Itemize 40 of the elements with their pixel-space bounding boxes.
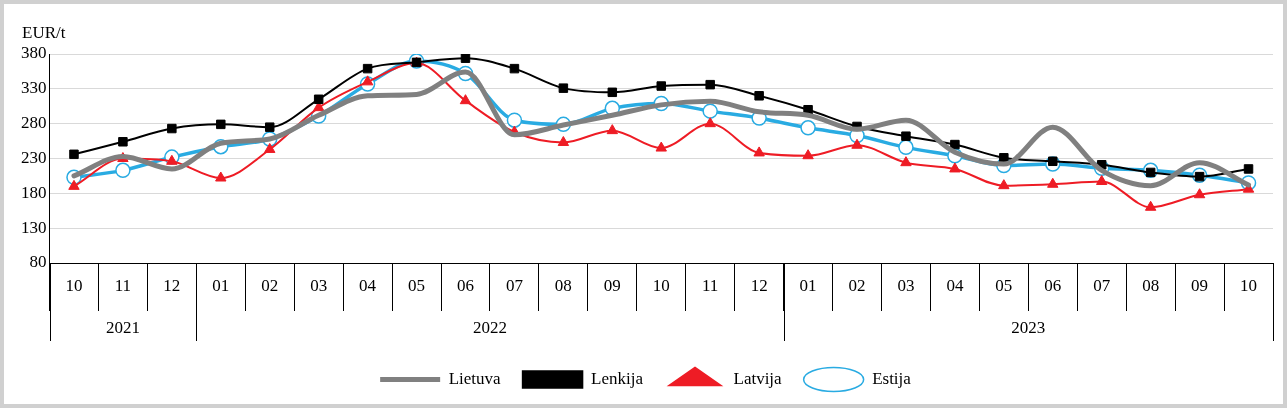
x-tick-label: 09 [1191, 275, 1209, 295]
x-tick-label: 08 [554, 275, 572, 295]
x-tick-label: 04 [359, 275, 377, 295]
x-tick-label: 01 [799, 275, 817, 295]
x-tick-label: 08 [1142, 275, 1160, 295]
x-tick-label: 12 [163, 275, 181, 295]
x-tick-label: 07 [505, 275, 524, 295]
y-tick-label: 80 [29, 252, 47, 272]
y-tick-label: 130 [21, 217, 47, 237]
text: 2023 [1011, 318, 1046, 338]
y-tick-label: 180 [21, 182, 47, 202]
legend-label: Lenkija [591, 368, 644, 388]
x-tick-label: 02 [261, 275, 279, 295]
legend-label: Estija [872, 368, 912, 388]
x-tick-label: 10 [652, 275, 670, 295]
y-tick-label: 330 [21, 78, 47, 98]
x-tick-label: 11 [702, 275, 719, 295]
x-tick-label: 06 [456, 275, 474, 295]
x-tick-label: 10 [1240, 275, 1258, 295]
x-tick-label: 11 [114, 275, 132, 295]
x-tick-label: 02 [848, 275, 866, 295]
x-tick-label: 09 [603, 275, 621, 295]
y-tick-label: 280 [21, 113, 47, 133]
y-tick-label: 380 [21, 43, 47, 63]
x-tick-label: 10 [65, 275, 83, 295]
x-tick-label: 05 [995, 275, 1013, 295]
x-tick-label: 07 [1093, 275, 1111, 295]
text: 2022 [472, 318, 507, 338]
x-tick-label: 12 [750, 275, 768, 295]
x-tick-label: 06 [1044, 275, 1062, 295]
text: 2021 [105, 318, 140, 338]
y-tick-label: 230 [21, 147, 47, 167]
x-tick-label: 03 [310, 275, 328, 295]
y-axis-title: EUR/t [22, 22, 66, 42]
x-tick-label: 03 [897, 275, 915, 295]
x-tick-label: 05 [408, 275, 426, 295]
x-tick-label: 01 [212, 275, 230, 295]
x-tick-label: 04 [946, 275, 964, 295]
legend-label: Latvija [733, 368, 783, 388]
legend-label: Lietuva [448, 368, 502, 388]
